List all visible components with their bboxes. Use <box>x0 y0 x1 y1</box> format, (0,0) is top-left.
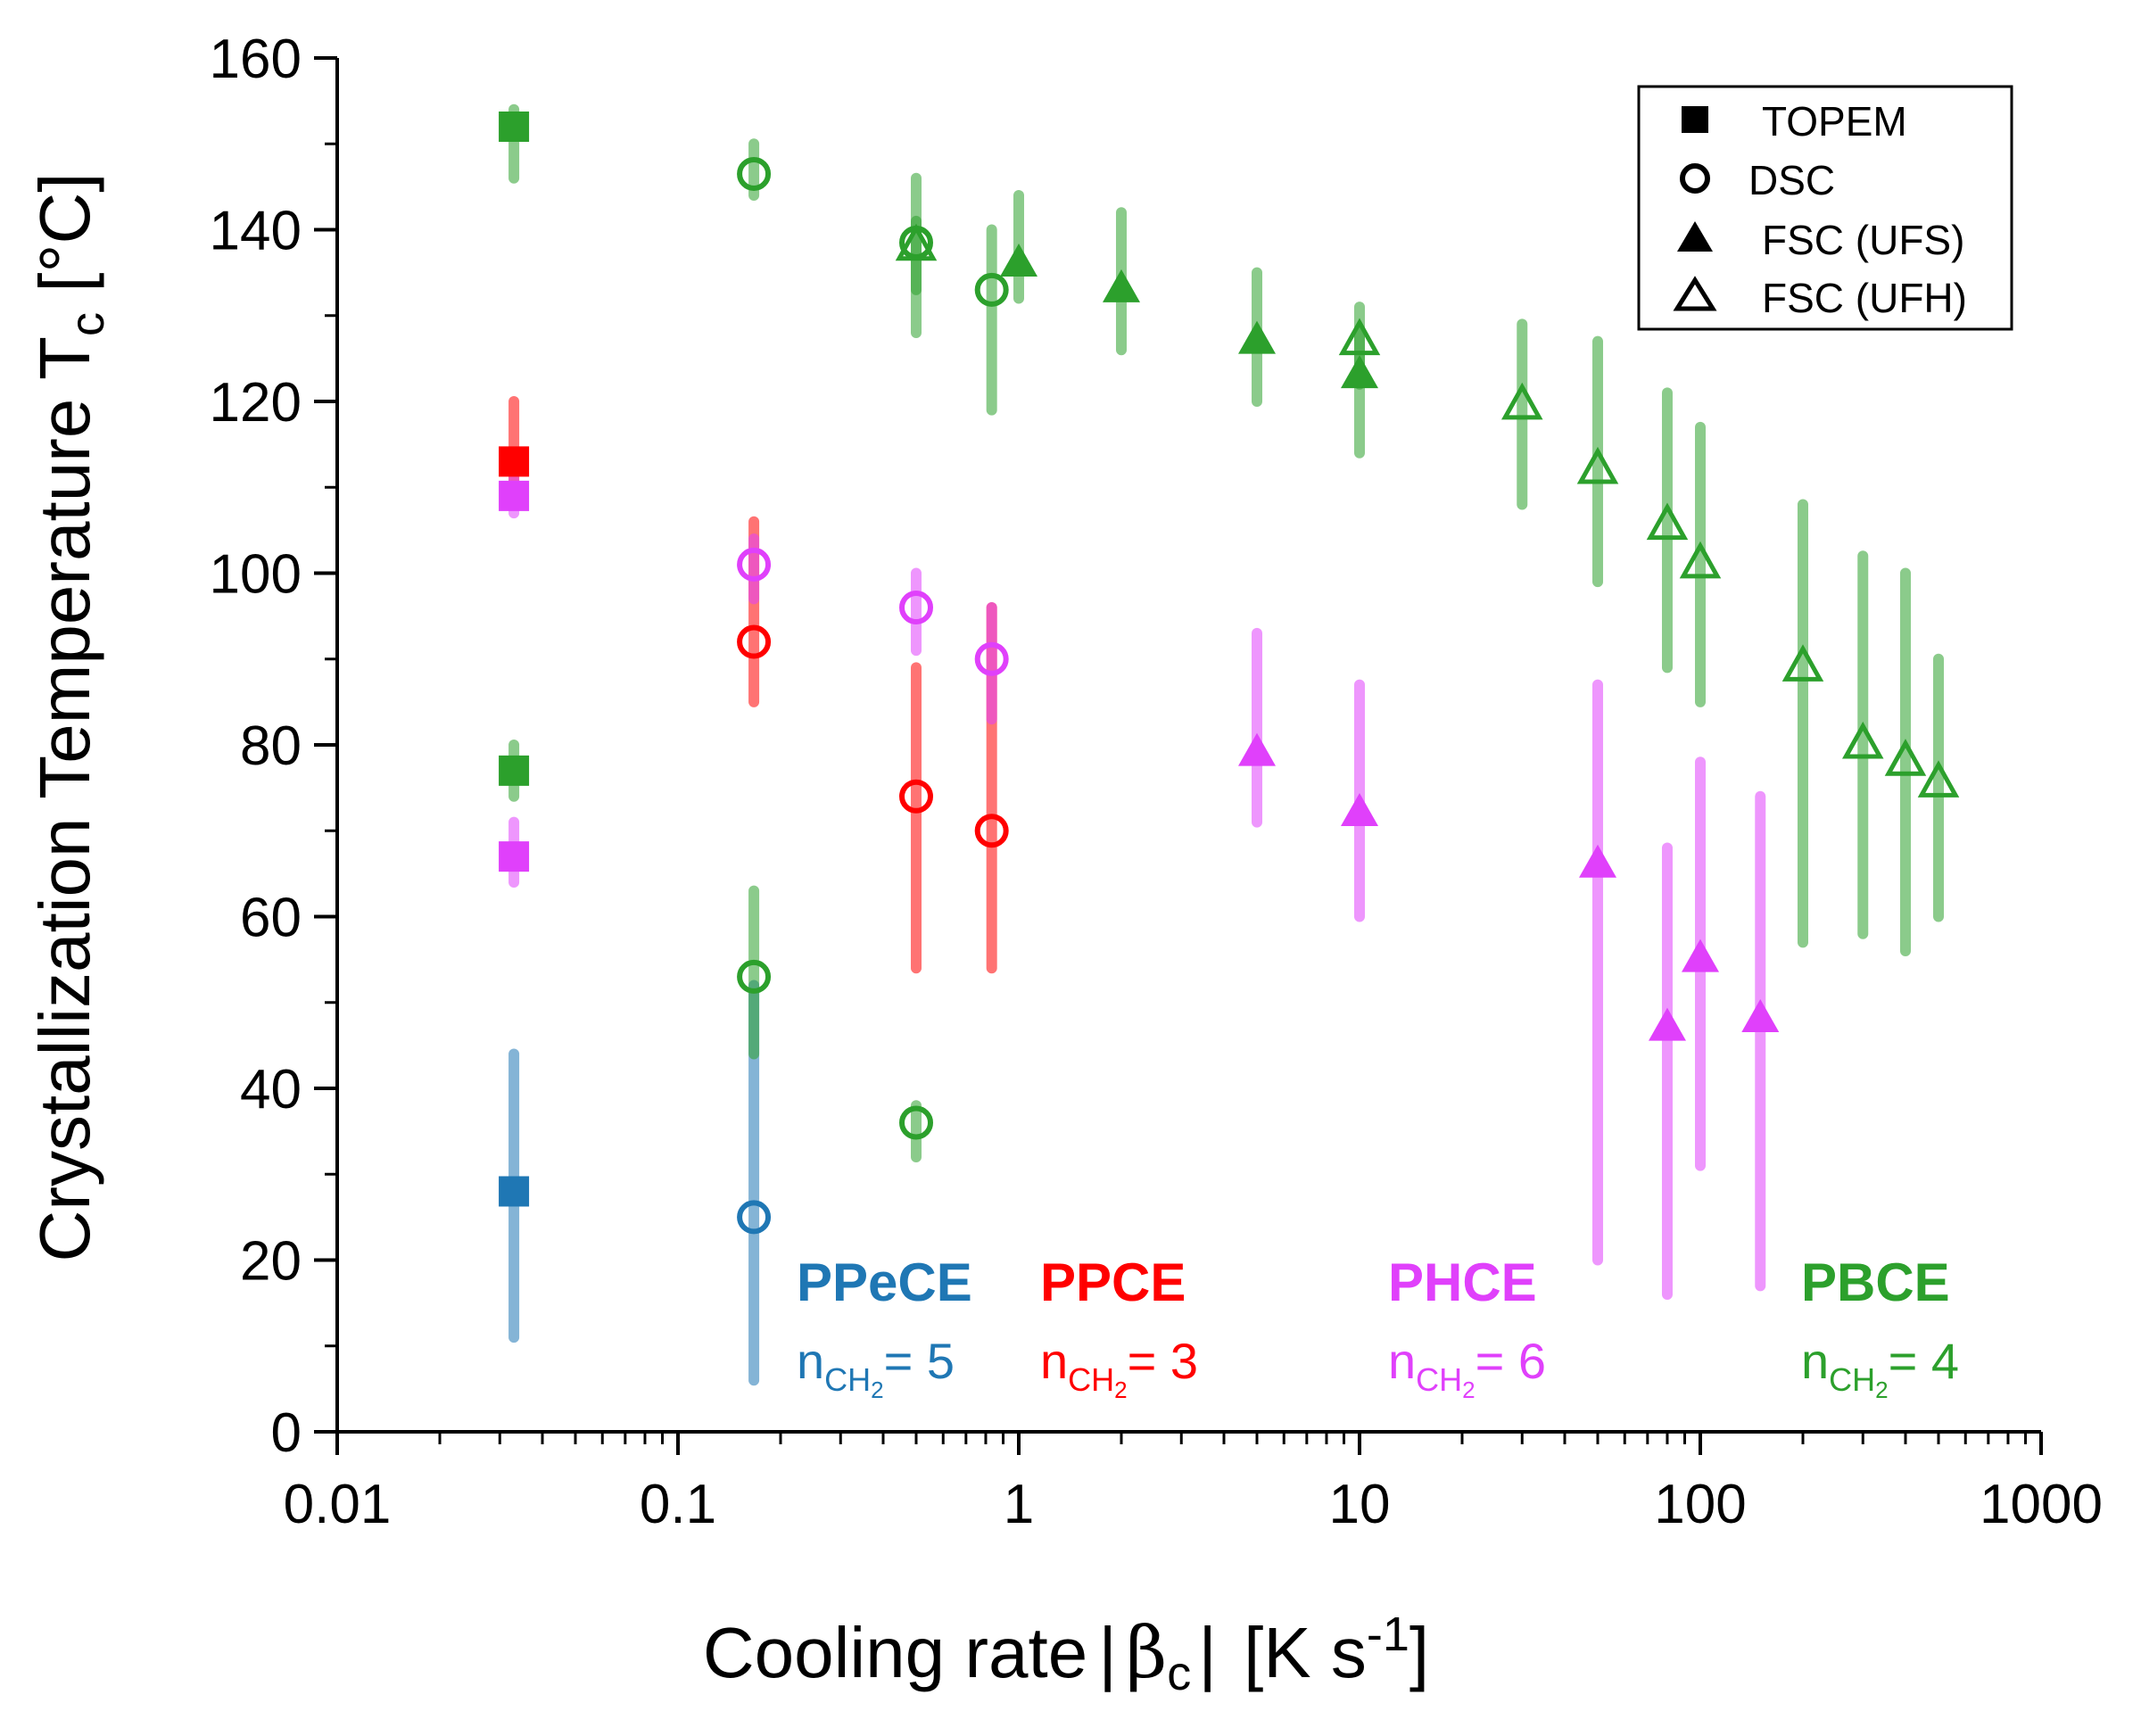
annotation-phce-name: PHCE <box>1388 1252 1537 1312</box>
phce-triangle-marker <box>1682 938 1719 972</box>
y-tick-label: 100 <box>210 544 302 606</box>
y-axis-label-main: Crystallization Temperature T <box>25 336 104 1261</box>
phce-triangle-marker <box>1238 732 1277 766</box>
ppece-circle-marker <box>737 1200 772 1235</box>
x-tick-label: 0.1 <box>640 1474 716 1535</box>
x-axis-label-bar-right: | <box>1198 1613 1217 1692</box>
x-axis-label-beta-sub: c <box>1167 1647 1191 1700</box>
phce-triangle-marker <box>1341 793 1378 826</box>
y-tick-label: 20 <box>240 1231 302 1293</box>
annotation-phce: PHCE nCH2= 6 <box>1388 1252 1546 1403</box>
annotation-pbce: PBCE nCH2= 4 <box>1801 1252 1959 1403</box>
phce-circle-marker <box>899 591 934 624</box>
pbce-triangle-open-marker <box>1646 502 1689 541</box>
pbce-triangle-open-marker <box>1884 739 1927 776</box>
y-tick-label: 140 <box>210 201 302 262</box>
pbce-triangle-marker <box>1102 269 1140 302</box>
y-axis-label: Crystallization Temperature Tc [°C] <box>25 173 114 1262</box>
annotation-pbce-n: nCH2= 4 <box>1801 1333 1959 1403</box>
pbce-square-marker <box>499 112 530 142</box>
pbce-triangle-open-marker <box>1679 541 1722 579</box>
pbce-circle-marker <box>737 959 772 994</box>
annotation-phce-n: nCH2= 6 <box>1388 1333 1546 1403</box>
y-tick-label: 60 <box>240 888 302 949</box>
x-tick-label: 0.01 <box>284 1474 392 1535</box>
x-axis-label: Cooling rate | βc | [K s-1] <box>703 1608 1429 1700</box>
pbce-triangle-open-marker <box>1841 721 1884 759</box>
pbce-triangle-open-marker <box>1576 446 1619 484</box>
x-axis-label-sup: -1 <box>1367 1608 1409 1661</box>
annotation-pbce-name: PBCE <box>1801 1252 1950 1312</box>
y-axis-label-unit: [°C] <box>25 173 104 312</box>
ppce-circle-marker <box>899 779 934 814</box>
annotation-ppce-n: nCH2= 3 <box>1040 1333 1198 1403</box>
y-tick-label: 40 <box>240 1059 302 1120</box>
pbce-circle-marker <box>974 272 1009 307</box>
ppece-square-marker <box>499 1176 530 1207</box>
phce-circle-marker <box>974 641 1009 676</box>
y-tick-label: 0 <box>271 1402 302 1464</box>
legend-fsc-ufh-marker <box>1673 276 1717 311</box>
x-axis-label-close: ] <box>1409 1613 1429 1692</box>
legend-fsc-ufh-label: FSC (UFH) <box>1762 275 1967 321</box>
phce-circle-marker <box>737 547 772 582</box>
pbce-triangle-marker <box>1000 244 1037 277</box>
legend-dsc-marker <box>1680 163 1710 194</box>
y-tick-label: 80 <box>240 715 302 777</box>
pbce-square-marker <box>499 755 530 786</box>
x-tick-label: 1000 <box>1980 1474 2103 1535</box>
x-axis-label-beta: β <box>1126 1611 1167 1694</box>
y-tick-label: 120 <box>210 372 302 434</box>
pbce-triangle-open-marker <box>1500 382 1543 420</box>
ppce-circle-marker <box>737 624 772 659</box>
phce-square-marker <box>499 841 530 872</box>
x-tick-label: 1 <box>1004 1474 1034 1535</box>
annotation-ppce: PPCE nCH2= 3 <box>1040 1252 1198 1403</box>
annotation-ppece-name: PPeCE <box>797 1252 972 1312</box>
x-tick-label: 10 <box>1329 1474 1391 1535</box>
legend-topem-marker <box>1682 106 1708 133</box>
annotation-ppce-name: PPCE <box>1040 1252 1186 1312</box>
pbce-triangle-open-marker <box>1338 318 1381 356</box>
legend-fsc-ufs-label: FSC (UFS) <box>1762 217 1964 263</box>
pbce-circle-marker <box>737 156 772 191</box>
legend: TOPEM DSC FSC (UFS) FSC (UFH) <box>1637 85 2013 331</box>
phce-triangle-marker <box>1648 1007 1686 1041</box>
y-tick-label: 160 <box>210 29 302 90</box>
tick-labels: 0.01 0.1 1 10 100 1000 0 20 40 60 80 100 120 140 160 <box>210 29 2103 1535</box>
legend-fsc-ufs-marker <box>1677 221 1713 252</box>
annotation-ppece: PPeCE nCH2= 5 <box>797 1252 972 1403</box>
annotation-ppece-n: nCH2= 5 <box>797 1333 955 1403</box>
pbce-triangle-open-marker <box>895 223 938 261</box>
x-axis-label-unit: [K s <box>1244 1613 1367 1692</box>
x-axis-label-bar-left: | <box>1098 1613 1117 1692</box>
pbce-triangle-marker <box>1238 320 1277 354</box>
phce-triangle-marker <box>1741 999 1780 1032</box>
pbce-circle-marker <box>899 1105 934 1140</box>
pbce-triangle-marker <box>1341 355 1378 389</box>
ppce-square-marker <box>499 446 530 477</box>
ppce-circle-marker <box>974 814 1009 848</box>
pbce-triangle-open-marker <box>1781 644 1824 682</box>
legend-topem-label: TOPEM <box>1762 98 1907 145</box>
data-markers <box>499 112 1960 1235</box>
x-axis-label-main: Cooling rate <box>703 1613 1087 1692</box>
legend-dsc-label: DSC <box>1748 157 1835 203</box>
phce-triangle-marker <box>1579 844 1617 878</box>
pbce-triangle-open-marker <box>1917 760 1960 798</box>
phce-square-marker <box>499 480 530 511</box>
axes <box>314 56 2043 1455</box>
x-tick-label: 100 <box>1654 1474 1746 1535</box>
y-axis-label-sub: c <box>61 312 114 336</box>
